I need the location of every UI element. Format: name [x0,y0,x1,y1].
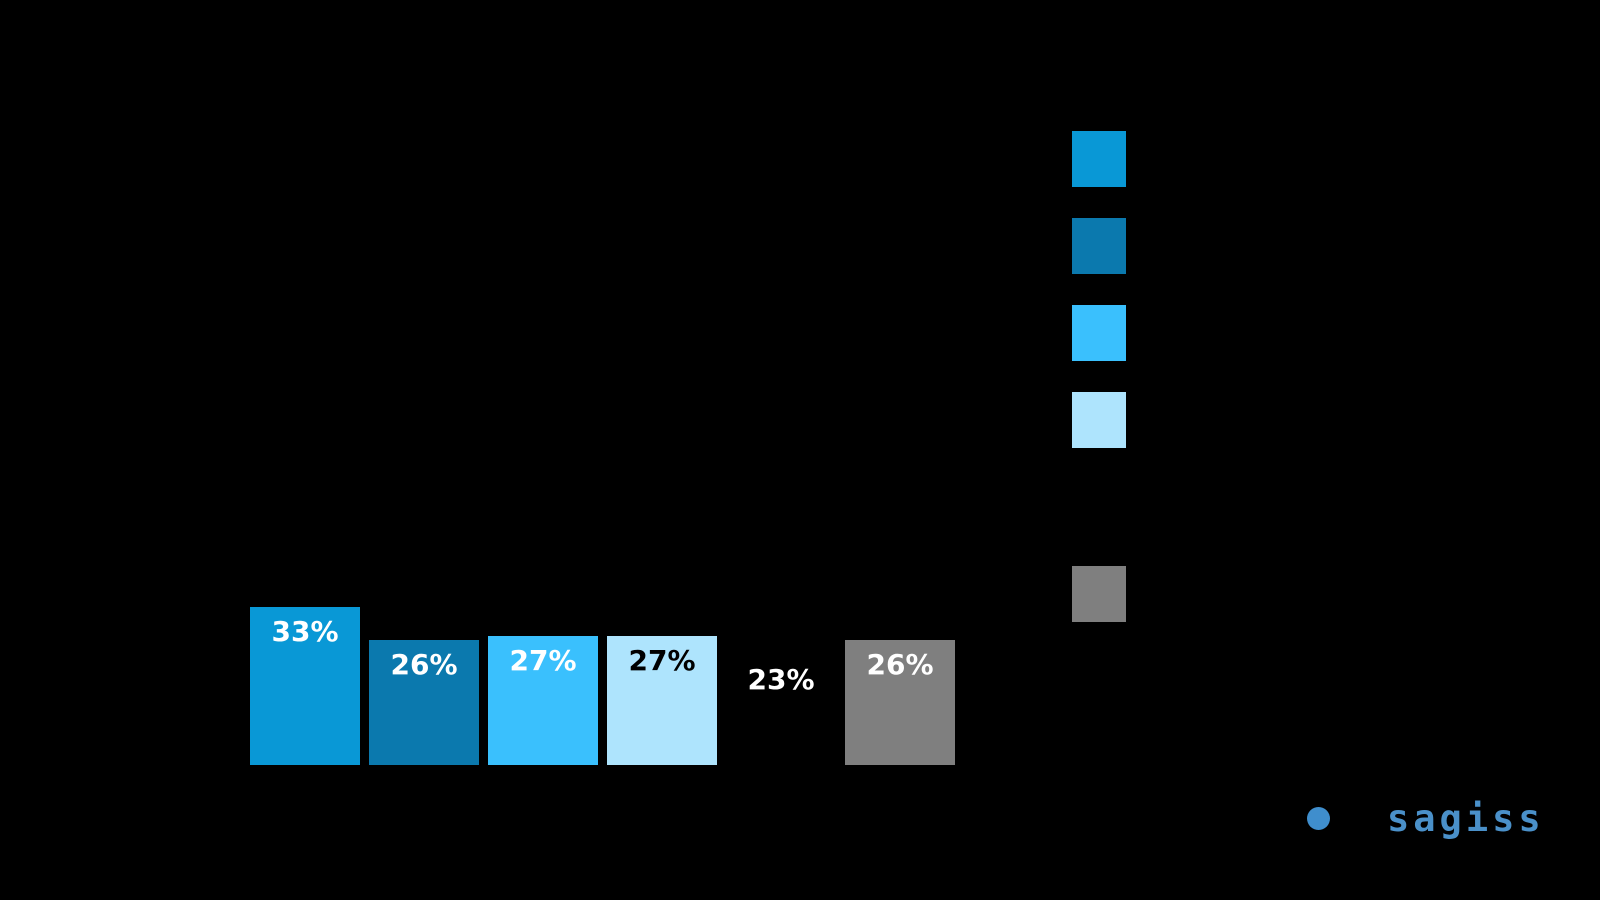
bar-data-label: 26% [390,648,458,681]
bar: 27% [488,636,598,765]
bar-data-label: 26% [866,648,934,681]
legend-swatch [1072,566,1126,622]
legend-swatch [1072,479,1126,535]
logo-dot-icon [1307,807,1330,830]
bar: 23% [726,655,836,765]
logo-text: sagiss [1387,797,1545,840]
bar: 26% [369,640,479,765]
bar-data-label: 23% [747,663,815,696]
legend-swatch [1072,218,1126,274]
bar: 33% [250,607,360,765]
bar-data-label: 27% [628,644,696,677]
bar: 26% [845,640,955,765]
bar-data-label: 33% [271,615,339,648]
legend-swatch [1072,392,1126,448]
legend-swatch [1072,305,1126,361]
bar-data-label: 27% [509,644,577,677]
legend-swatch [1072,131,1126,187]
bar: 27% [607,636,717,765]
